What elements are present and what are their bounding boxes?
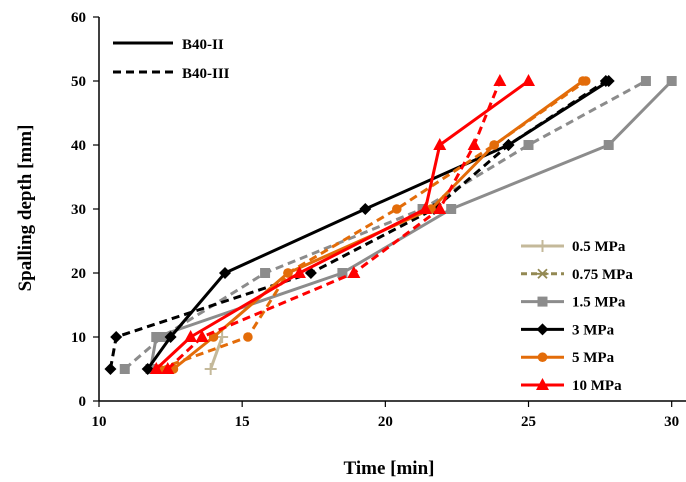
y-tick-label: 10: [71, 330, 86, 346]
legend-label: 5 MPa: [572, 350, 615, 366]
data-point: [161, 362, 175, 374]
data-point: [283, 268, 293, 278]
data-point: [195, 330, 209, 342]
legend-marker: [537, 296, 548, 307]
data-point: [164, 331, 177, 343]
y-tick-label: 30: [71, 202, 86, 218]
series-layer: [104, 74, 677, 375]
y-axis-title: Spalling depth [mm]: [15, 125, 36, 292]
data-point: [433, 138, 447, 150]
data-point: [418, 202, 432, 214]
legend-marker: [536, 378, 549, 390]
series-5-mpa-b40-iii: [154, 76, 591, 374]
series-10-mpa-b40-iii: [161, 74, 507, 374]
x-tick-label: 25: [521, 414, 536, 430]
series-line: [166, 80, 502, 371]
data-point: [149, 362, 163, 374]
legend-marker: [536, 323, 549, 336]
y-tick-label: 0: [79, 394, 87, 410]
x-tick-label: 10: [92, 414, 107, 430]
data-point: [502, 139, 515, 151]
data-point: [104, 363, 117, 375]
data-point: [359, 203, 372, 215]
data-point: [599, 75, 612, 87]
data-point: [523, 140, 534, 150]
data-point: [391, 204, 402, 214]
data-point: [433, 202, 447, 214]
data-point: [666, 76, 677, 86]
data-point: [603, 140, 614, 150]
legend-label: B40-III: [182, 66, 230, 82]
legend-label: 10 MPa: [572, 378, 622, 394]
legend-marker: [536, 268, 549, 279]
data-point: [580, 76, 591, 86]
data-point: [184, 330, 198, 342]
y-tick-label: 50: [71, 74, 86, 90]
data-point: [110, 331, 123, 343]
legend-label: B40-II: [182, 37, 224, 53]
series-line: [123, 79, 647, 371]
series-line: [158, 79, 587, 371]
data-point: [218, 267, 231, 279]
data-point: [151, 332, 162, 342]
plot-axes: 10 15 20 25 30 0 10 20 30 40 50 60: [71, 10, 686, 430]
data-point: [204, 363, 217, 375]
y-tick-label: 60: [71, 10, 86, 26]
data-point: [467, 138, 481, 150]
data-point: [260, 268, 271, 278]
data-point: [640, 76, 651, 86]
specimen-legend: B40-II B40-III: [113, 37, 230, 82]
data-point: [489, 140, 499, 150]
x-tick-label: 20: [378, 414, 393, 430]
series-line: [209, 336, 224, 370]
data-point: [292, 266, 306, 278]
data-point: [243, 332, 253, 342]
data-point: [446, 204, 457, 214]
x-axis-title: Time [min]: [344, 458, 435, 479]
series-line: [155, 79, 530, 371]
legend-label: 0.5 MPa: [572, 239, 626, 255]
legend-marker: [536, 240, 549, 252]
x-tick-label: 30: [664, 414, 679, 430]
series-line: [108, 79, 607, 370]
legend-marker: [537, 352, 548, 363]
series-0.5-mpa-b40-ii: [204, 331, 229, 375]
y-tick-label: 40: [71, 138, 86, 154]
series-10-mpa-b40-ii: [149, 74, 536, 374]
data-point: [522, 74, 536, 86]
data-point: [493, 74, 507, 86]
data-point: [337, 268, 348, 278]
legend-label: 3 MPa: [572, 322, 615, 338]
data-point: [119, 364, 130, 374]
y-tick-label: 20: [71, 266, 86, 282]
data-point: [347, 266, 361, 278]
legend-label: 0.75 MPa: [572, 267, 633, 283]
data-point: [156, 332, 167, 342]
x-tick-label: 15: [235, 414, 250, 430]
legend-label: 1.5 MPa: [572, 295, 626, 311]
pressure-legend: 0.5 MPa 0.75 MPa 1.5 MPa 3 MPa 5 MPa 10 MPa: [521, 239, 633, 394]
data-point: [141, 363, 154, 375]
